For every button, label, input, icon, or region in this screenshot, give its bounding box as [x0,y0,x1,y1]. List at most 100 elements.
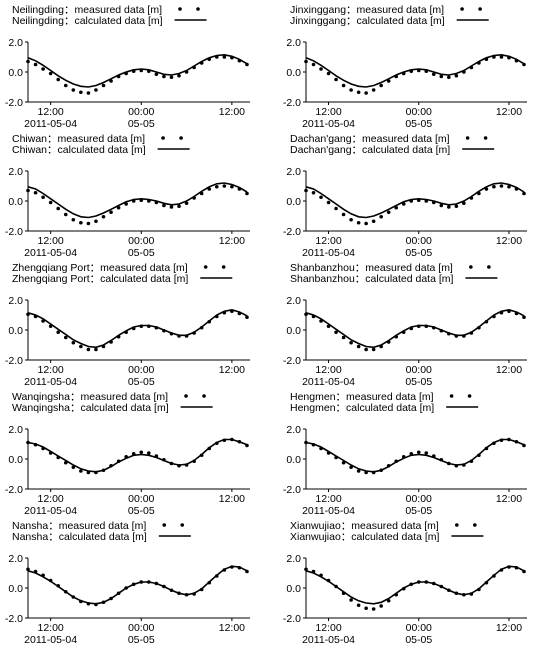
measured-point [94,347,98,352]
calculated-line [305,308,525,349]
x-tick-label-line: 2011-05-04 [24,376,77,388]
measured-point [334,206,338,211]
legend-marker [221,265,226,269]
legend-label: Zhengqiang Port：measured data [m] [12,262,188,274]
x-tick-label-line: 12:00 [219,235,245,247]
y-tick-label: 2.0 [8,166,23,178]
measured-point [222,55,227,59]
measured-point [41,195,45,200]
measured-point [454,204,459,209]
measured-point [319,195,323,200]
legend-marker [203,265,208,269]
legend-marker [178,7,182,11]
x-tick-label: 12:00 [219,106,245,118]
x-tick-label: 12:00 2011-05-04 [302,106,355,130]
legend-label: Chiwan：calculated data [m] [12,144,146,156]
legend-label: Dachan'gang：measured data [m] [290,133,450,145]
measured-point [371,88,376,92]
measured-point [356,90,361,95]
x-tick-label-line: 00:00 [128,364,154,376]
x-tick-label-line: 2011-05-04 [24,247,77,259]
y-tick-label: 2.0 [8,424,23,436]
measured-point [356,220,361,225]
legend-label: Nansha：calculated data [m] [12,531,147,543]
measured-point [230,184,234,189]
x-tick-label: 12:00 2011-05-04 [302,235,355,259]
y-tick-label: 2.0 [286,424,301,436]
legend-marker [180,523,185,527]
measured-point [499,55,504,59]
measured-point [371,219,376,224]
measured-point [424,451,429,455]
x-tick-label-line: 12:00 [38,622,64,634]
measured-point [439,74,444,79]
legend-marker [469,265,473,269]
measured-point [71,340,76,345]
x-tick-label: 12:00 [219,235,245,247]
x-tick-label-line: 12:00 [219,622,245,634]
legend-marker [487,265,491,269]
x-tick-label: 12:00 2011-05-04 [24,364,77,388]
y-tick-label: 0.0 [286,67,301,79]
measured-point [48,200,53,205]
calculated-line [27,565,248,605]
measured-point [26,188,30,193]
measured-point [349,88,353,92]
measured-point [86,221,91,226]
legend-marker [483,136,488,140]
x-tick-label: 12:00 2011-05-04 [24,106,77,130]
measured-point [334,77,338,82]
legend-marker [202,394,206,398]
calculated-line [305,182,525,219]
measured-point [311,190,316,195]
legend-label: Hengmen：measured data [m] [290,391,434,403]
measured-point [356,469,361,473]
calculated-line [27,182,248,219]
y-tick-label: 0.0 [286,583,301,595]
legend-label: Dachan'gang：calculated data [m] [290,144,450,156]
x-tick-label-line: 12:00 [38,235,64,247]
x-tick-label: 12:00 2011-05-04 [302,364,355,388]
x-tick-label-line: 12:00 [38,493,64,505]
x-tick-label-line: 00:00 [406,493,432,505]
measured-point [41,67,45,71]
x-tick-label-line: 00:00 [406,622,432,634]
measured-point [304,567,308,572]
measured-point [26,59,30,64]
measured-point [162,203,166,208]
x-tick-label-line: 05-05 [128,634,155,646]
measured-point [311,62,316,67]
calculated-line [305,565,525,605]
legend-marker [161,136,165,140]
x-tick-label-line: 00:00 [406,235,432,247]
measured-point [304,188,308,193]
legend-label: Wanqingsha：calculated data [m] [12,402,169,414]
measured-point [447,75,451,80]
y-tick-label: 2.0 [8,37,23,49]
measured-point [454,73,459,78]
x-tick-label-line: 12:00 [219,364,245,376]
y-tick-label: 2.0 [286,295,301,307]
legend-label: Shanbanzhou：measured data [m] [290,262,453,274]
y-tick-label: -2.0 [283,355,301,367]
legend-marker [196,7,200,11]
measured-point [507,184,511,189]
y-tick-label: 0.0 [286,325,301,337]
measured-point [79,220,83,225]
x-tick-label-line: 05-05 [405,247,432,259]
x-tick-label-line: 05-05 [405,505,432,517]
measured-point [116,205,121,210]
x-tick-label-line: 00:00 [128,622,154,634]
measured-point [26,567,30,572]
y-tick-label: 2.0 [286,553,301,565]
y-tick-label: 0.0 [8,583,23,595]
x-tick-label: 00:00 05-05 [128,235,155,259]
measured-point [94,219,98,224]
y-tick-label: 0.0 [8,454,23,466]
legend-label: Hengmen：calculated data [m] [290,402,434,414]
x-tick-label: 12:00 2011-05-04 [24,493,77,517]
